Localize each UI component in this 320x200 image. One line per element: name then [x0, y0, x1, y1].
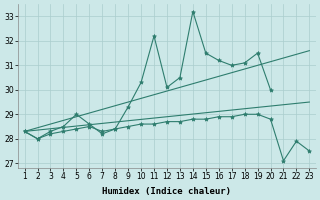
X-axis label: Humidex (Indice chaleur): Humidex (Indice chaleur) — [102, 187, 231, 196]
